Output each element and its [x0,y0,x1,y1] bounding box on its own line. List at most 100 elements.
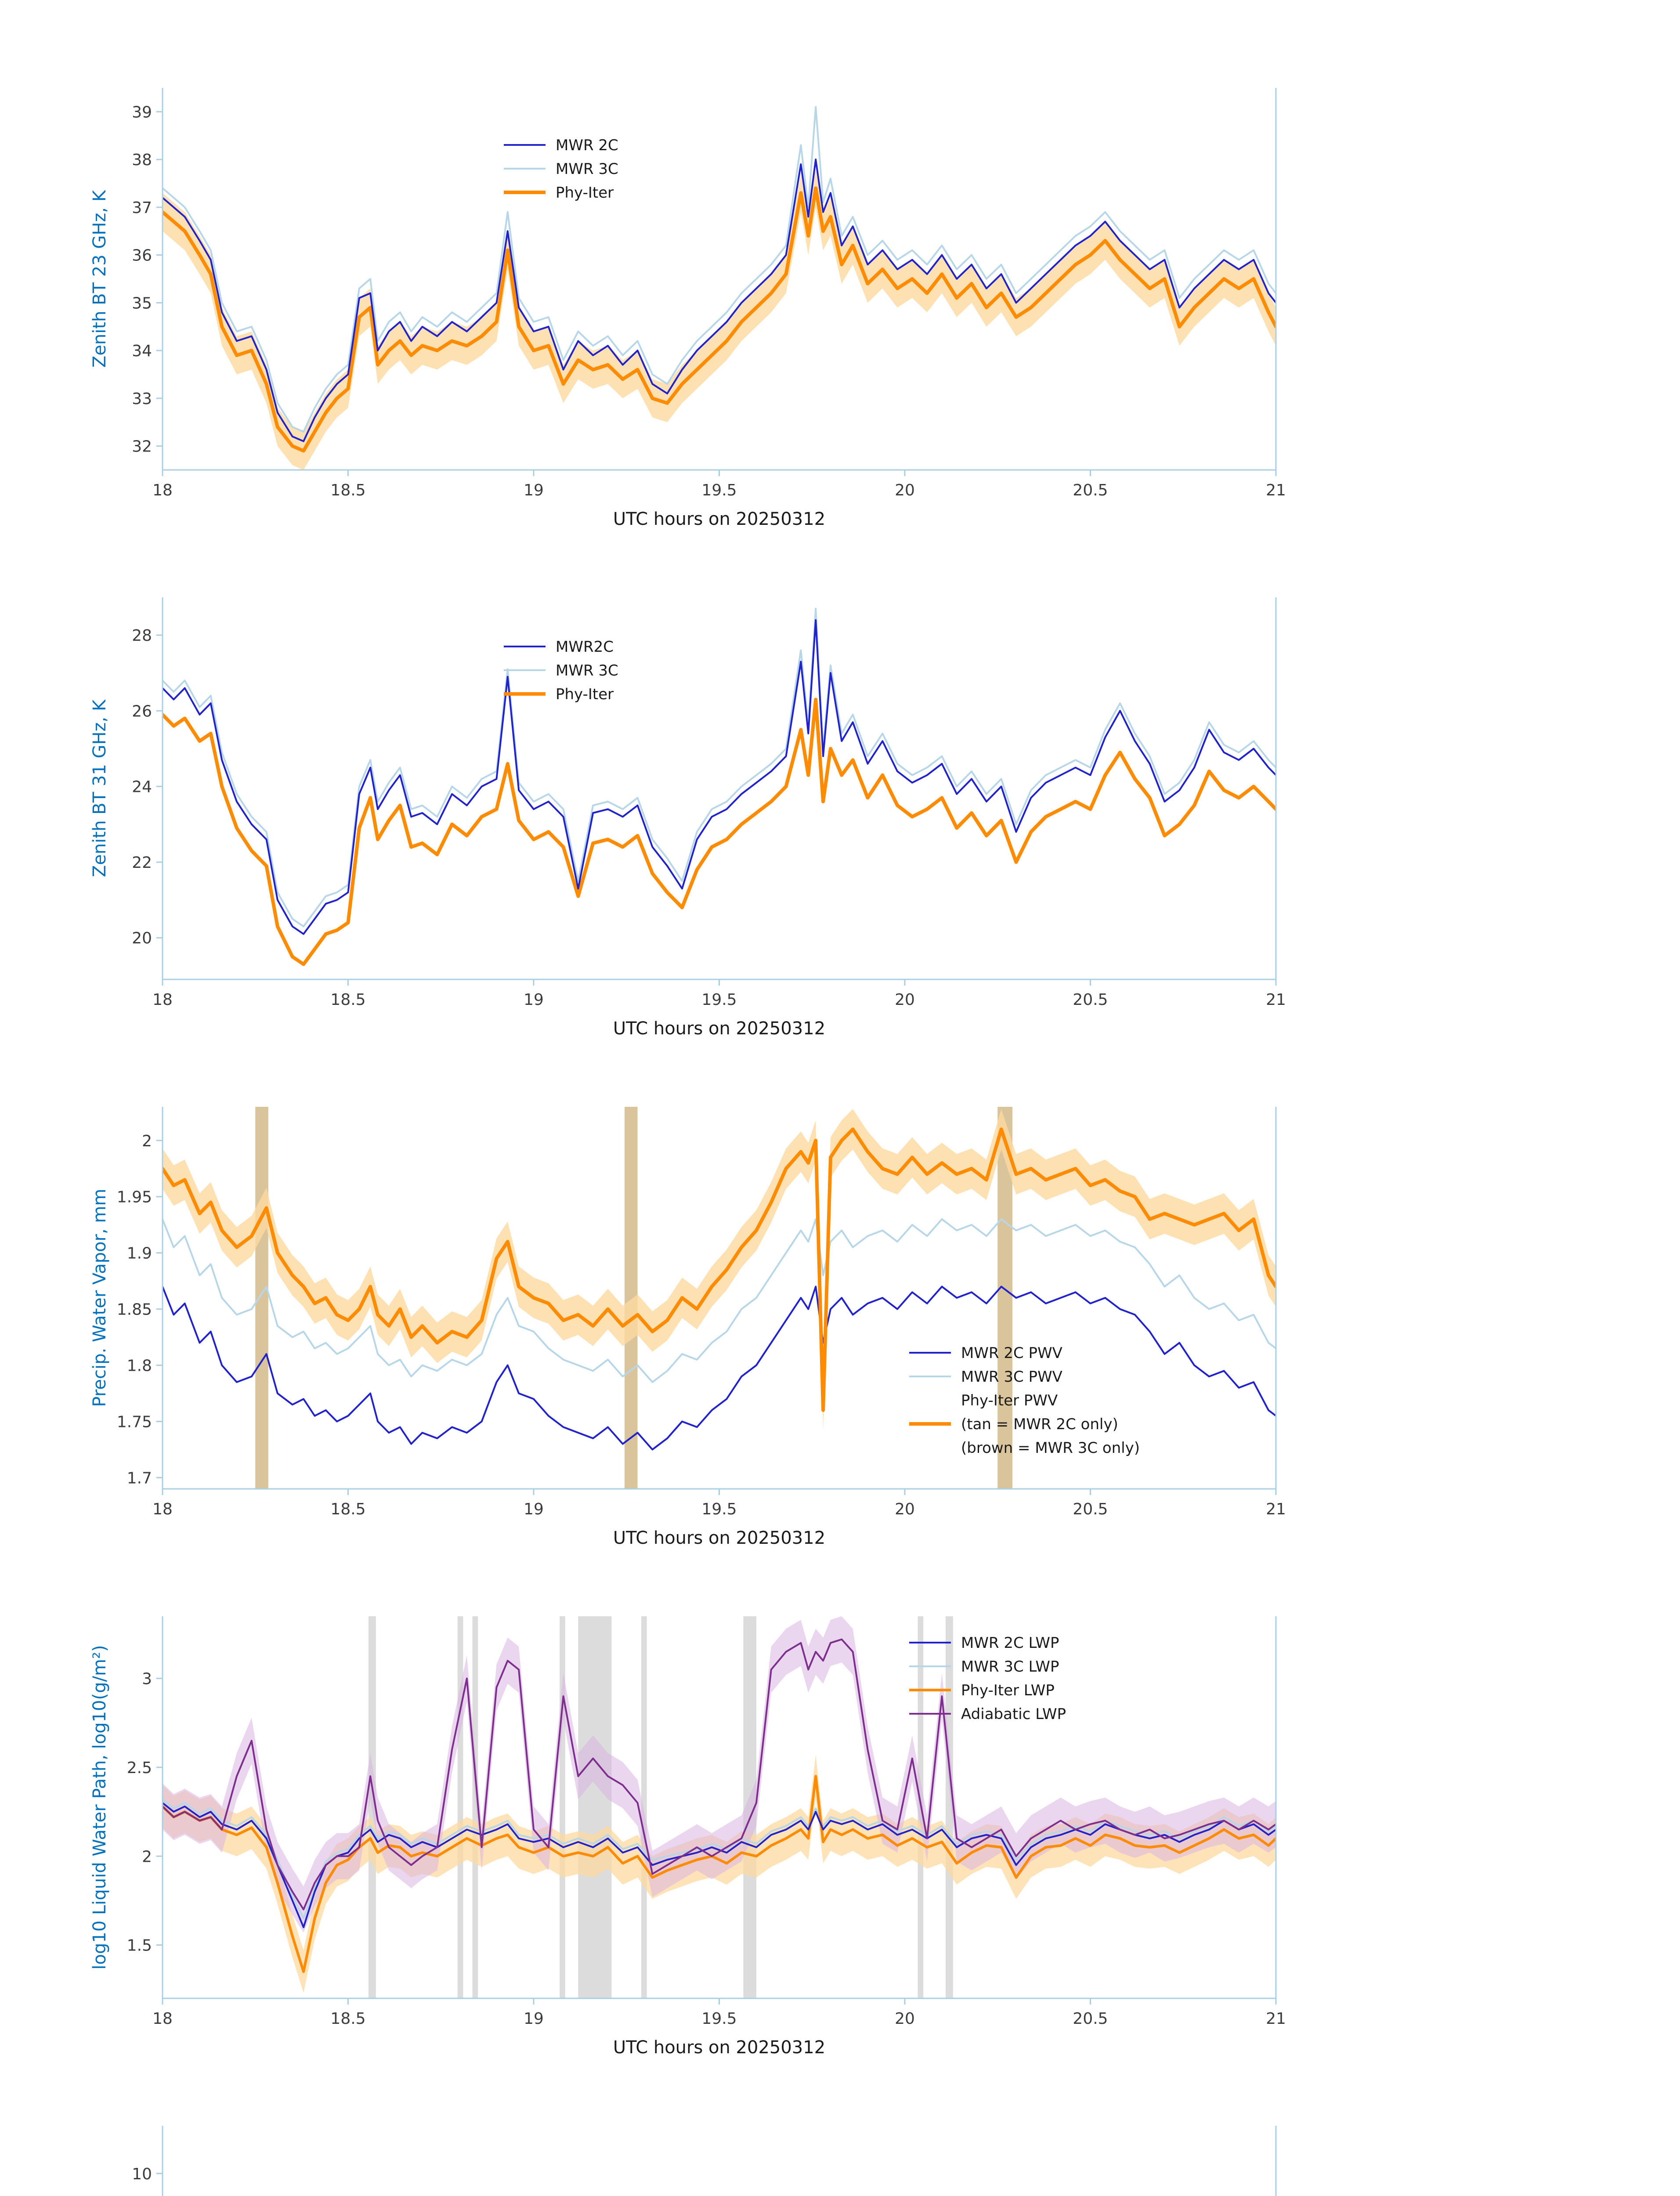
x-tick-label: 21 [1266,2010,1286,2028]
highlight-band [945,1616,953,1998]
x-tick-label: 18 [152,2010,173,2028]
legend-label: (brown = MWR 3C only) [961,1439,1140,1457]
y-tick-label: 26 [132,702,152,720]
y-axis-label: log10 Liquid Water Path, log10(g/m²) [90,1645,110,1969]
panel-zenith-bt-23: 18 18.5 19 19.5 20 20.5 21 32 33 34 35 36 37 38 39 Zeni… [90,88,1286,529]
x-tick-label: 21 [1266,1500,1286,1518]
x-tick-label: 18 [152,1500,173,1518]
x-tick-label: 19.5 [701,1500,737,1518]
legend: MWR 2C LWP MWR 3C LWP Phy-Iter LWP Adiabati… [909,1634,1066,1723]
series-line-mwr-2c [163,159,1276,442]
y-tick-label: 34 [132,342,152,360]
x-tick-label: 18 [152,991,173,1009]
x-tick-label: 19.5 [701,991,737,1009]
series-line-phy-iter-pwv [163,1127,1276,1412]
legend-label: MWR2C [556,638,614,656]
x-tick-label: 18.5 [330,991,365,1009]
x-tick-label: 20.5 [1073,1500,1108,1518]
plot-area [163,1616,1276,1998]
plot-area [163,607,1276,966]
x-tick-label: 20.5 [1073,481,1108,499]
highlight-band [641,1616,647,1998]
highlight-band [560,1616,565,1998]
highlight-band [255,1107,268,1489]
x-tick-label: 18.5 [330,481,365,499]
x-tick-label: 20 [895,1500,915,1518]
y-tick-label: 28 [132,627,152,645]
legend-label: MWR 2C [556,137,618,154]
x-tick-label: 21 [1266,991,1286,1009]
highlight-band [457,1616,463,1998]
y-tick-label: 36 [132,247,152,265]
uncertainty-band-adiabatic-lwp [163,1616,1276,1933]
highlight-band [578,1616,612,1998]
legend-label: MWR 3C LWP [961,1658,1059,1676]
x-tick-label: 19.5 [701,2010,737,2028]
y-axis-label: Precip. Water Vapor, mm [90,1189,110,1407]
y-tick-label: 20 [132,929,152,947]
x-tick-label: 18.5 [330,1500,365,1518]
y-tick-label: 1.85 [117,1301,152,1319]
x-tick-label: 19 [524,481,544,499]
y-tick-label: 38 [132,151,152,169]
y-tick-label: 32 [132,438,152,456]
x-tick-label: 19 [524,1500,544,1518]
panel-precip-water-vapor: 18 18.5 19 19.5 20 20.5 21 1.7 1.75 1.8 1.85 1.9 1.9… [90,1107,1286,1548]
legend: MWR 2C MWR 3C Phy-Iter [504,137,618,202]
y-tick-label: 2 [142,1132,152,1150]
y-tick-label: 24 [132,778,152,796]
legend-label: Phy-Iter PWV [961,1392,1058,1409]
y-axis-label: Zenith BT 23 GHz, K [90,189,110,368]
legend-label: MWR 3C [556,160,618,178]
y-tick-label: 1.7 [127,1469,152,1487]
y-axis-label: Zenith BT 31 GHz, K [90,699,110,877]
x-tick-label: 18.5 [330,2010,365,2028]
plot-area [163,1107,1276,1489]
series-line-phy-iter [163,186,1276,453]
y-tick-label: 3 [142,1670,152,1688]
x-tick-label: 20 [895,481,915,499]
legend: MWR 2C PWV MWR 3C PWV Phy-Iter PWV (tan = M… [909,1344,1140,1457]
series-line-mwr2c [163,619,1276,935]
y-tick-label: 37 [132,199,152,217]
x-tick-label: 20.5 [1073,2010,1108,2028]
series-line-mwr-3c [163,106,1276,433]
y-tick-label: 2 [142,1848,152,1866]
x-axis-label: UTC hours on 20250312 [613,509,825,529]
panel-zenith-bt-31: 18 18.5 19 19.5 20 20.5 21 20 22 24 26 28 Zenith BT … [90,597,1286,1039]
x-tick-label: 20 [895,2010,915,2028]
x-axis-label: UTC hours on 20250312 [613,1019,825,1039]
y-tick-label: 1.9 [127,1245,152,1263]
y-tick-label: 39 [132,103,152,121]
y-tick-label: 10 [132,2165,152,2183]
x-tick-label: 21 [1266,481,1286,499]
panel-liquid-water-path: 18 18.5 19 19.5 20 20.5 21 1.5 2 2.5 3 log10 Liquid… [90,1616,1286,2058]
legend-label: Phy-Iter [556,686,614,703]
y-tick-label: 1.95 [117,1188,152,1206]
y-tick-label: 22 [132,854,152,872]
y-tick-label: 2.5 [127,1759,152,1777]
x-tick-label: 19 [524,2010,544,2028]
uncertainty-band-phy-iter-pwv [163,1109,1276,1430]
series-line-mwr-3c-pwv [163,1218,1276,1383]
series-line-adiabatic-lwp [163,1638,1276,1911]
x-axis-label: UTC hours on 20250312 [613,1528,825,1548]
y-tick-label: 1.75 [117,1413,152,1431]
y-tick-label: 33 [132,390,152,408]
highlight-band [472,1616,478,1998]
series-line-mwr-3c [163,607,1276,928]
legend-label: (tan = MWR 2C only) [961,1416,1118,1433]
legend-label: Phy-Iter LWP [961,1682,1055,1699]
plot-area [163,106,1276,470]
y-tick-label: 35 [132,294,152,312]
series-line-mwr-3c-lwp [163,1798,1276,1919]
legend-label: MWR 2C LWP [961,1634,1059,1652]
series-line-mwr-2c-pwv [163,1286,1276,1451]
x-tick-label: 20 [895,991,915,1009]
series-line-phy-iter-lwp [163,1775,1276,1973]
legend-label: MWR 3C [556,662,618,679]
legend-label: Adiabatic LWP [961,1705,1066,1723]
y-tick-label: 1.5 [127,1937,152,1955]
